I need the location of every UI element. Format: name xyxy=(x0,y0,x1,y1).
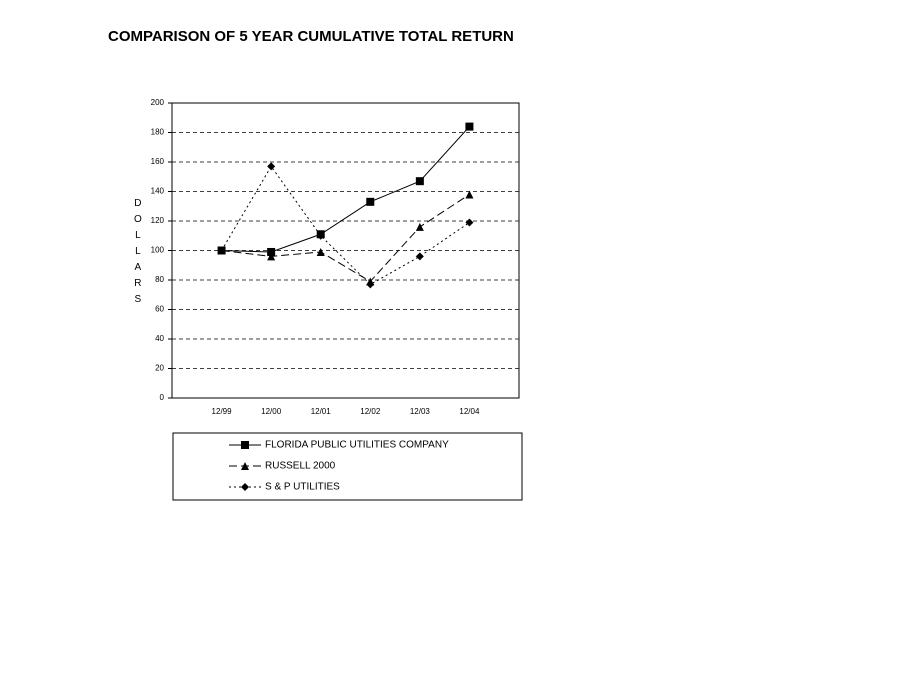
legend-label: S & P UTILITIES xyxy=(265,482,340,493)
marker xyxy=(465,122,474,131)
marker xyxy=(316,231,325,240)
x-tick-label: 12/03 xyxy=(410,407,431,416)
x-tick-label: 12/01 xyxy=(311,407,332,416)
y-tick-label: 180 xyxy=(151,128,165,137)
y-tick-label: 120 xyxy=(151,216,165,225)
x-tick-label: 12/00 xyxy=(261,407,282,416)
marker xyxy=(217,246,226,255)
marker xyxy=(415,252,424,261)
legend-marker xyxy=(241,483,249,491)
legend-marker xyxy=(241,462,249,470)
legend-box xyxy=(172,432,523,501)
legend-label: FLORIDA PUBLIC UTILITIES COMPANY xyxy=(265,440,449,451)
y-tick-label: 80 xyxy=(155,275,164,284)
marker xyxy=(267,247,276,256)
legend-label: RUSSELL 2000 xyxy=(265,461,336,472)
y-tick-label: 60 xyxy=(155,305,164,314)
y-axis-label: DOLLARS xyxy=(132,198,143,310)
chart-title: COMPARISON OF 5 YEAR CUMULATIVE TOTAL RE… xyxy=(108,28,514,45)
y-tick-label: 40 xyxy=(155,334,164,343)
y-tick-label: 100 xyxy=(151,246,165,255)
series-line xyxy=(221,194,470,283)
marker xyxy=(316,247,325,256)
marker xyxy=(267,252,276,261)
y-tick-label: 140 xyxy=(151,187,165,196)
y-tick-label: 160 xyxy=(151,157,165,166)
marker xyxy=(415,177,424,186)
y-tick-label: 20 xyxy=(155,364,164,373)
marker xyxy=(267,162,276,171)
series-line xyxy=(221,126,470,253)
marker xyxy=(465,218,474,227)
y-tick-label: 200 xyxy=(151,98,165,107)
x-tick-label: 12/02 xyxy=(360,407,381,416)
marker xyxy=(366,280,375,289)
series-line xyxy=(221,165,470,286)
legend-marker xyxy=(241,441,249,449)
marker xyxy=(415,222,424,231)
marker xyxy=(465,190,474,199)
x-tick-label: 12/04 xyxy=(459,407,480,416)
marker xyxy=(366,197,375,206)
x-tick-label: 12/99 xyxy=(212,407,233,416)
y-tick-label: 0 xyxy=(160,393,165,402)
